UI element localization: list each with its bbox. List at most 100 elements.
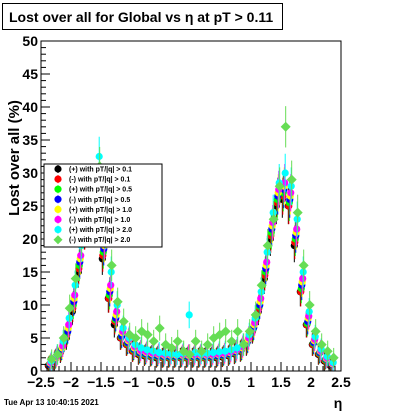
legend-label: (+) with pT/|q| > 1.0 [69, 207, 132, 214]
data-point [256, 280, 267, 291]
legend-entry: (-) with pT/|q| > 2.0 [53, 235, 130, 245]
chart-title: Lost over all for Global vs η at pT > 0.… [2, 3, 283, 30]
legend-marker [54, 195, 62, 203]
legend-marker [54, 215, 62, 224]
data-point [46, 354, 57, 365]
data-point [130, 333, 141, 343]
data-point [118, 316, 129, 327]
data-point [268, 214, 279, 225]
data-point [58, 333, 69, 343]
data-point [173, 350, 181, 359]
legend-label: (+) with pT/|q| > 2.0 [69, 227, 132, 234]
legend-box [43, 163, 163, 248]
x-tick-label: 1 [247, 374, 255, 390]
data-point [274, 181, 285, 192]
y-tick-label: 5 [30, 330, 38, 346]
y-tick-label: 45 [22, 66, 38, 82]
legend-entry: (-) with pT/|q| > 1.0 [54, 215, 130, 224]
legend-marker [54, 175, 62, 183]
data-point [292, 207, 303, 218]
legend-label: (-) with pT/|q| > 0.1 [69, 177, 130, 184]
data-point [244, 326, 255, 337]
x-axis-title: η [334, 395, 343, 411]
data-point [232, 326, 243, 337]
x-tick-label: −1.5 [87, 374, 115, 390]
data-point [148, 336, 159, 347]
data-point [142, 329, 153, 340]
legend-marker [54, 165, 62, 173]
data-point [112, 296, 123, 307]
data-point [310, 326, 321, 337]
legend-marker [54, 185, 62, 193]
legend-marker [54, 205, 62, 213]
y-axis-title: Lost over all (%) [6, 100, 23, 216]
data-point [106, 260, 117, 271]
data-point [137, 344, 145, 352]
data-point [233, 344, 241, 352]
x-axis: −2.5 −2 −1.5 −1 −0.5 0 0.5 1 1.5 2 2.5 [27, 362, 351, 390]
y-tick-label: 0 [30, 363, 38, 379]
data-point [64, 303, 75, 314]
data-point [215, 348, 223, 356]
legend-label: (+) with pT/|q| > 0.1 [69, 167, 132, 174]
data-point [316, 339, 327, 350]
data-point [280, 121, 291, 132]
y-tick-label: 10 [22, 297, 38, 313]
series-8 [46, 106, 339, 369]
legend-entry: (+) with pT/|q| > 1.0 [54, 205, 132, 214]
data-point [172, 336, 183, 347]
data-markers [44, 106, 339, 371]
legend-entry: (-) with pT/|q| > 0.5 [54, 195, 130, 204]
data-point [226, 336, 237, 347]
legend-label: (-) with pT/|q| > 2.0 [69, 237, 130, 244]
y-tick-label: 20 [22, 231, 38, 247]
data-point [184, 349, 195, 360]
data-point [238, 339, 249, 350]
x-tick-label: 0.5 [211, 374, 231, 390]
legend: (+) with pT/|q| > 0.1 (-) with pT/|q| > 0… [43, 163, 163, 248]
y-tick-label: 35 [22, 132, 38, 148]
data-point [220, 326, 231, 337]
legend-marker [53, 235, 63, 245]
data-point [154, 323, 165, 334]
data-point [196, 346, 207, 357]
data-point [209, 348, 217, 357]
legend-entry: (-) with pT/|q| > 0.1 [54, 175, 130, 184]
data-point [298, 260, 309, 271]
x-tick-label: −2.5 [27, 374, 55, 390]
data-point [262, 240, 273, 251]
y-tick-label: 15 [22, 264, 38, 280]
data-point [190, 336, 201, 347]
data-point [250, 309, 261, 320]
y-tick-label: 40 [22, 99, 38, 115]
legend-entry: (+) with pT/|q| > 0.1 [54, 165, 132, 174]
x-tick-label: −1 [123, 374, 139, 390]
data-point [286, 174, 297, 185]
legend-entry: (+) with pT/|q| > 2.0 [54, 225, 132, 234]
data-point [322, 346, 333, 357]
x-tick-label: −2 [63, 374, 79, 390]
y-tick-label: 30 [22, 165, 38, 181]
timestamp: Tue Apr 13 10:40:15 2021 [4, 398, 99, 407]
legend-marker [54, 226, 62, 234]
legend-label: (+) with pT/|q| > 0.5 [69, 187, 132, 194]
data-point [143, 346, 151, 354]
data-point [155, 348, 163, 357]
data-point [70, 273, 81, 284]
x-tick-label: 2.5 [331, 374, 351, 390]
data-point [202, 339, 213, 350]
data-point [281, 169, 289, 177]
data-point [185, 311, 193, 319]
legend-label: (-) with pT/|q| > 0.5 [69, 197, 130, 204]
data-point [52, 349, 63, 360]
data-point [166, 342, 177, 353]
y-tick-label: 50 [22, 33, 38, 49]
data-point [221, 347, 229, 355]
legend-entry: (+) with pT/|q| > 0.5 [54, 185, 132, 194]
x-tick-label: 2 [307, 374, 315, 390]
x-tick-label: 1.5 [271, 374, 291, 390]
x-tick-label: −0.5 [147, 374, 175, 390]
data-point [328, 352, 339, 363]
y-tick-label: 25 [22, 198, 38, 214]
